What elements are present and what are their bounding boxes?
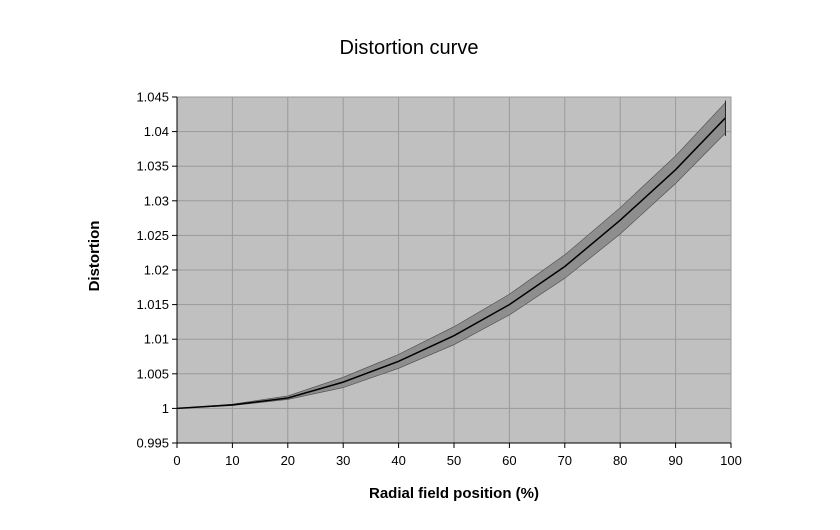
y-axis-title: Distortion xyxy=(86,221,103,292)
x-tick-label-7: 70 xyxy=(558,453,572,468)
series-line-group xyxy=(176,100,727,410)
x-tick-label-6: 60 xyxy=(502,453,516,468)
y-tick-label-5: 1.02 xyxy=(144,263,169,278)
x-tick-label-5: 50 xyxy=(447,453,461,468)
y-tick-label-8: 1.035 xyxy=(136,159,169,174)
axes xyxy=(172,96,732,448)
x-tick-labels: 0 10 20 30 40 50 60 70 80 90 100 xyxy=(173,453,741,468)
y-tick-labels: 0.995 1 1.005 1.01 1.015 1.02 1.025 1.03 1.035 1.… xyxy=(136,90,169,451)
x-tick-label-9: 90 xyxy=(668,453,682,468)
y-tick-label-1: 1 xyxy=(162,401,169,416)
y-tick-label-10: 1.045 xyxy=(136,90,169,105)
y-tick-label-9: 1.04 xyxy=(144,124,169,139)
y-tick-label-0: 0.995 xyxy=(136,436,169,451)
y-tick-label-3: 1.01 xyxy=(144,332,169,347)
y-tick-label-4: 1.015 xyxy=(136,297,169,312)
x-tick-label-4: 40 xyxy=(391,453,405,468)
x-tick-label-10: 100 xyxy=(720,453,742,468)
y-tick-label-7: 1.03 xyxy=(144,193,169,208)
x-tick-label-3: 30 xyxy=(336,453,350,468)
x-axis-title: Radial field position (%) xyxy=(369,485,539,502)
x-tick-label-8: 80 xyxy=(613,453,627,468)
y-tick-label-6: 1.025 xyxy=(136,228,169,243)
distortion-line xyxy=(176,117,727,410)
x-tick-label-2: 20 xyxy=(281,453,295,468)
x-tick-label-1: 10 xyxy=(225,453,239,468)
x-tick-label-0: 0 xyxy=(173,453,180,468)
y-tick-label-2: 1.005 xyxy=(136,366,169,381)
chart-title: Distortion curve xyxy=(340,37,479,59)
